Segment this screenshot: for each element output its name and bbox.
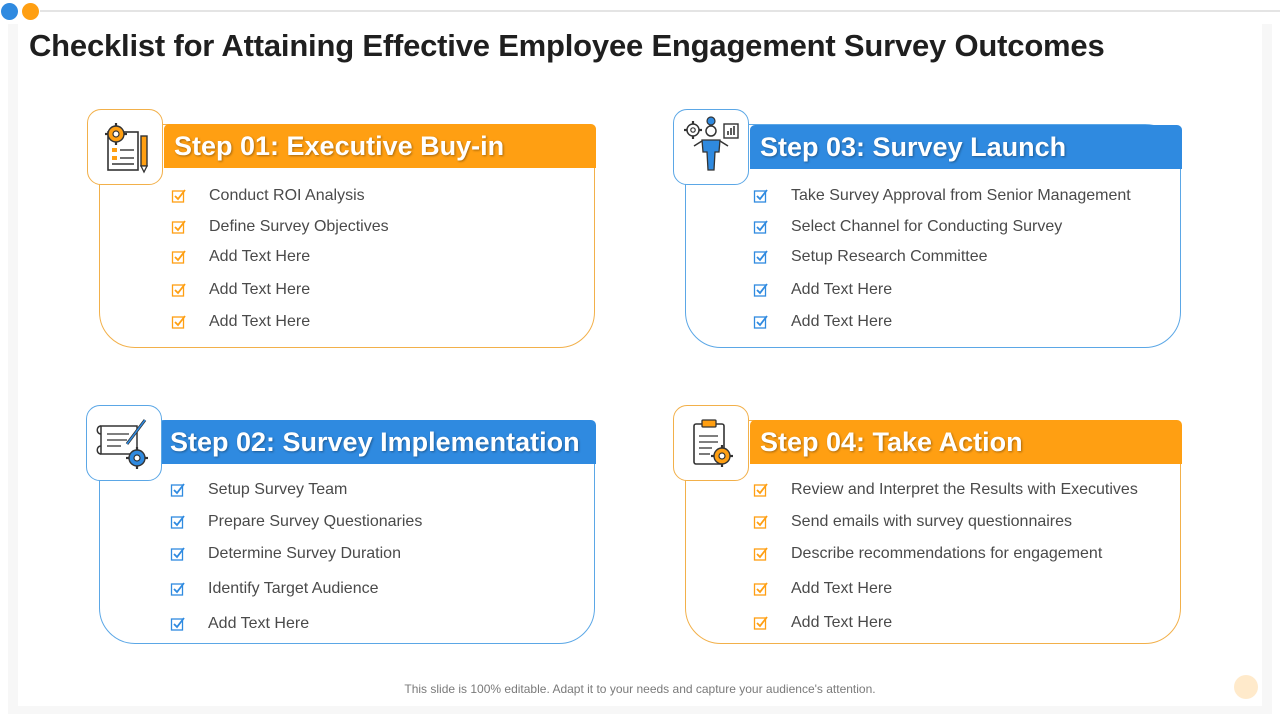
checklist-item-text: Add Text Here	[791, 281, 893, 298]
checklist-item-text: Add Text Here	[209, 313, 311, 330]
clipboard-gear-icon	[693, 419, 733, 467]
checkbox-checked-icon	[753, 616, 768, 630]
checkbox-checked-icon	[170, 483, 185, 497]
settings-document-pencil-icon	[105, 123, 149, 174]
checklist-item-text: Prepare Survey Questionaries	[208, 513, 423, 530]
checkbox-checked-icon	[171, 220, 186, 234]
checkbox-checked-icon	[753, 515, 768, 529]
checklist-item-text: Select Channel for Conducting Survey	[791, 218, 1063, 235]
step-02-icon-box	[86, 405, 162, 481]
checklist-item-text: Describe recommendations for engagement	[791, 545, 1103, 562]
checklist-item-text: Take Survey Approval from Senior Managem…	[791, 187, 1131, 204]
slide-title: Checklist for Attaining Effective Employ…	[29, 28, 1105, 63]
checklist-item: Review and Interpret the Results with Ex…	[753, 481, 1173, 499]
checklist-item: Identify Target Audience	[170, 580, 590, 598]
checkbox-checked-icon	[171, 189, 186, 203]
top-rule	[40, 10, 1280, 12]
checklist-item: Setup Survey Team	[170, 481, 590, 499]
blueprint-pencil-gear-icon	[96, 419, 148, 469]
checkbox-checked-icon	[753, 483, 768, 497]
checklist-item-text: Review and Interpret the Results with Ex…	[791, 481, 1138, 498]
checklist-item: Send emails with survey questionnaires	[753, 513, 1173, 531]
checklist-item-text: Determine Survey Duration	[208, 545, 401, 562]
footer-note: This slide is 100% editable. Adapt it to…	[404, 682, 876, 696]
checklist-item: Add Text Here	[171, 248, 591, 266]
frame-right	[1262, 24, 1272, 714]
step-04-header: Step 04: Take Action	[750, 420, 1182, 464]
step-02-header: Step 02: Survey Implementation	[160, 420, 596, 464]
checklist-item-text: Add Text Here	[791, 580, 893, 597]
checklist-item: Add Text Here	[753, 281, 1173, 299]
checklist-item: Determine Survey Duration	[170, 545, 590, 563]
checkbox-checked-icon	[171, 250, 186, 264]
frame-bottom	[8, 706, 1272, 714]
step-01-icon-box	[87, 109, 163, 185]
checklist-item: Describe recommendations for engagement	[753, 545, 1173, 563]
checklist-item-text: Define Survey Objectives	[209, 218, 389, 235]
step-03-icon-box	[673, 109, 749, 185]
checklist-item-text: Add Text Here	[791, 313, 893, 330]
checkbox-checked-icon	[170, 617, 185, 631]
checkbox-checked-icon	[170, 515, 185, 529]
checklist-item: Define Survey Objectives	[171, 218, 591, 236]
checklist-item: Add Text Here	[171, 281, 591, 299]
checklist-item: Select Channel for Conducting Survey	[753, 218, 1173, 236]
checkbox-checked-icon	[753, 315, 768, 329]
checklist-item-text: Send emails with survey questionnaires	[791, 513, 1073, 530]
checkbox-checked-icon	[753, 220, 768, 234]
blue-dot-decoration	[1, 3, 18, 20]
checkbox-checked-icon	[171, 315, 186, 329]
frame-left	[8, 24, 18, 714]
step-03-header: Step 03: Survey Launch	[750, 125, 1182, 169]
checkbox-checked-icon	[170, 547, 185, 561]
corner-dot-decoration	[1234, 675, 1258, 699]
person-ideas-chart-icon	[684, 116, 739, 171]
checklist-item-text: Setup Research Committee	[791, 248, 988, 265]
checkbox-checked-icon	[753, 189, 768, 203]
checklist-item-text: Conduct ROI Analysis	[209, 187, 365, 204]
checklist-item: Add Text Here	[753, 580, 1173, 598]
checklist-item-text: Identify Target Audience	[208, 580, 379, 597]
checklist-item-text: Add Text Here	[209, 248, 311, 265]
checkbox-checked-icon	[170, 582, 185, 596]
checkbox-checked-icon	[753, 547, 768, 561]
checklist-item: Add Text Here	[171, 313, 591, 331]
orange-dot-decoration	[22, 3, 39, 20]
checklist-item: Prepare Survey Questionaries	[170, 513, 590, 531]
checklist-item-text: Setup Survey Team	[208, 481, 348, 498]
step-04-icon-box	[673, 405, 749, 481]
checklist-item: Conduct ROI Analysis	[171, 187, 591, 205]
checklist-item: Add Text Here	[753, 614, 1173, 632]
checklist-item: Setup Research Committee	[753, 248, 1173, 266]
checkbox-checked-icon	[753, 283, 768, 297]
checkbox-checked-icon	[753, 250, 768, 264]
step-01-header: Step 01: Executive Buy-in	[164, 124, 596, 168]
checklist-item: Add Text Here	[170, 615, 590, 633]
checklist-item-text: Add Text Here	[208, 615, 310, 632]
checkbox-checked-icon	[753, 582, 768, 596]
checklist-item: Take Survey Approval from Senior Managem…	[753, 187, 1173, 205]
checklist-item-text: Add Text Here	[791, 614, 893, 631]
checklist-item-text: Add Text Here	[209, 281, 311, 298]
checklist-item: Add Text Here	[753, 313, 1173, 331]
checkbox-checked-icon	[171, 283, 186, 297]
